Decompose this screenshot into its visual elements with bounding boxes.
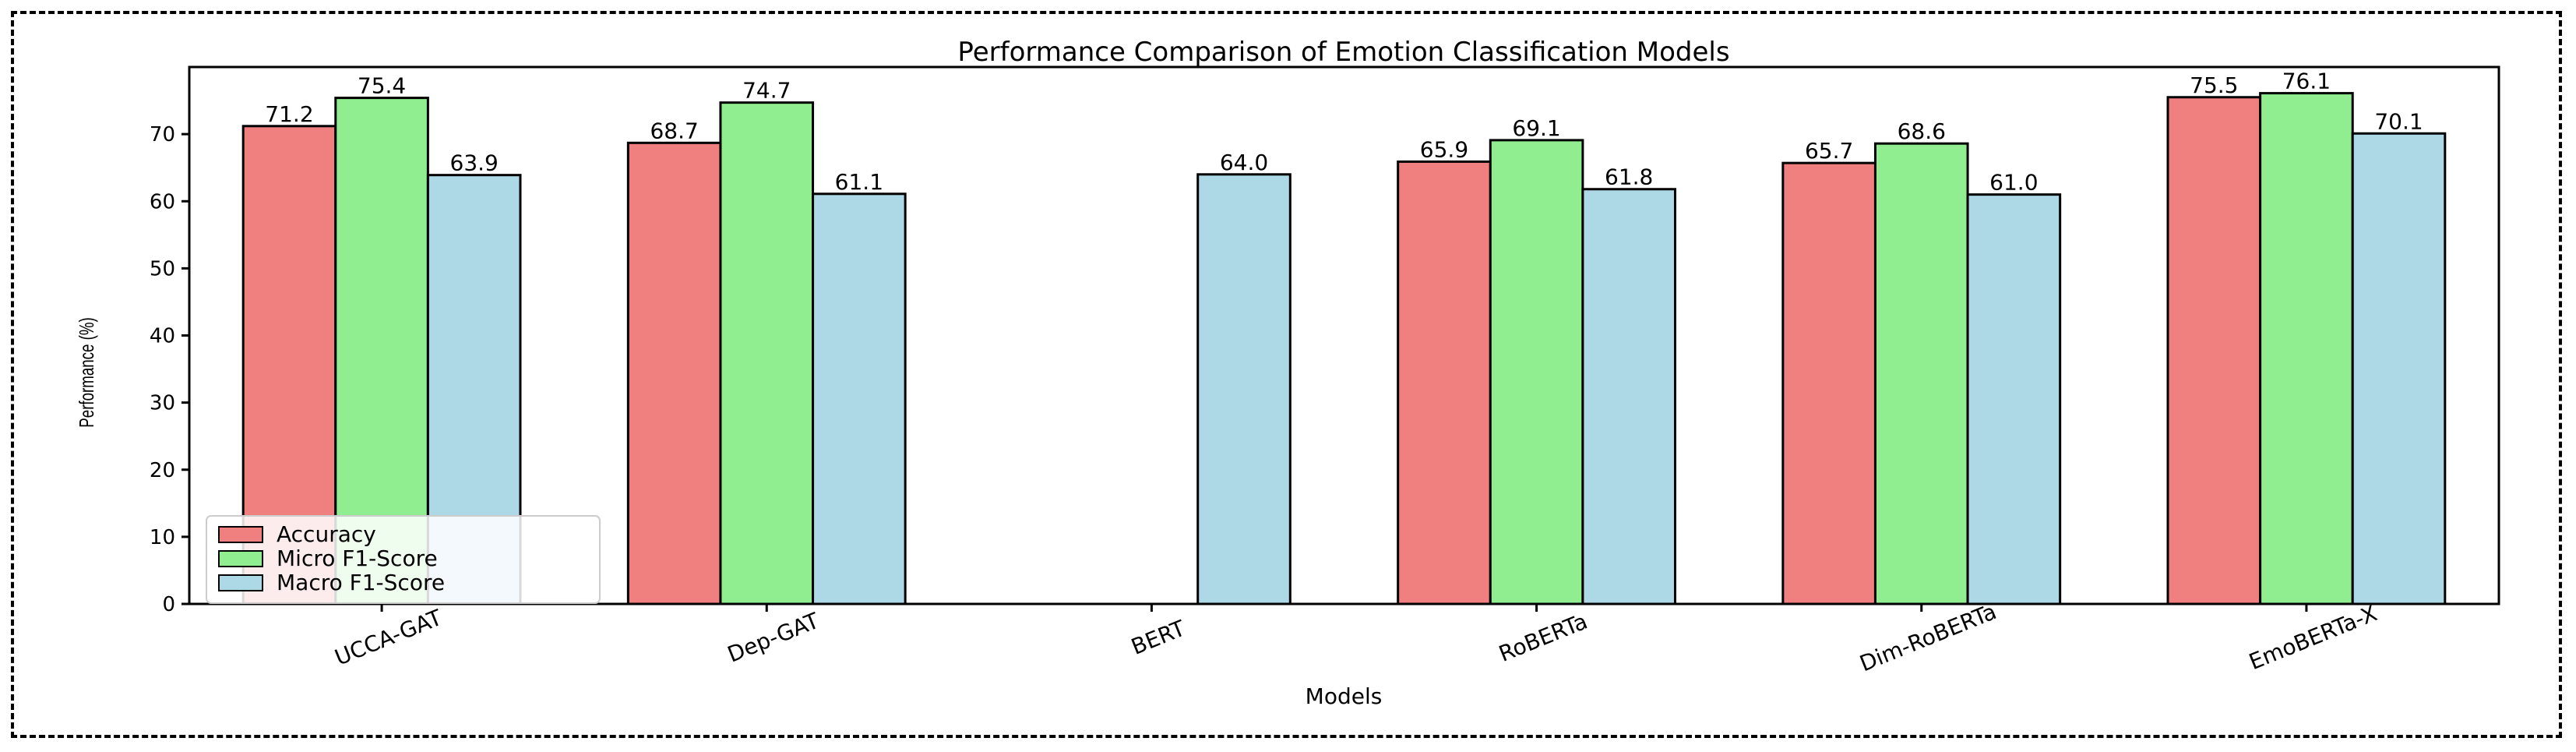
data-label: 75.4 [358,73,406,99]
legend-entry: Macro F1-Score [277,570,445,595]
legend-box [206,515,601,604]
y-tick-label: 50 [150,257,175,281]
y-axis-label: Performance (%) [75,317,98,427]
bar [1581,188,1676,605]
bar [812,192,907,605]
legend-entry: Accuracy [277,521,376,547]
plot-area [188,65,2500,605]
x-tick-label: EmoBERTa-X [2246,600,2381,675]
legend-swatch [218,550,263,567]
y-tick-label: 40 [150,325,175,348]
legend-swatch [218,574,263,591]
data-label: 75.5 [2190,72,2238,98]
bar [1397,160,1492,605]
y-tick-label: 30 [150,392,175,415]
bar [2166,96,2262,605]
x-tick-label: UCCA-GAT [331,604,446,670]
x-tick-label: Dim-RoBERTa [1856,598,2000,676]
legend-entry: Micro F1-Score [277,545,438,571]
data-label: 70.1 [2374,108,2423,134]
bar [1873,142,1969,605]
y-tick-label: 70 [150,123,175,147]
data-label: 68.6 [1898,118,1946,144]
bar [1196,173,1292,605]
bar [626,141,722,605]
data-label: 76.1 [2282,69,2331,94]
data-label: 61.1 [835,169,883,195]
y-tick-label: 10 [150,526,175,549]
data-label: 71.2 [265,101,313,127]
y-tick-label: 20 [150,459,175,482]
chart-title: Performance Comparison of Emotion Classi… [957,37,1729,68]
x-tick-label: Dep-GAT [724,607,823,667]
data-label: 61.0 [1989,170,2038,196]
data-label: 74.7 [742,78,791,104]
bar [1489,139,1584,605]
bar [2351,132,2447,605]
bar [2259,92,2354,605]
y-tick-label: 0 [162,593,175,616]
legend-swatch [218,526,263,543]
x-tick-label: BERT [1128,615,1189,660]
data-label: 64.0 [1220,150,1268,175]
data-label: 61.8 [1605,164,1653,190]
data-label: 65.9 [1420,136,1468,162]
figure-frame [11,11,2562,738]
x-axis-label: Models [1306,683,1383,709]
data-label: 68.7 [650,118,698,143]
data-label: 63.9 [450,150,499,176]
data-label: 65.7 [1805,138,1853,164]
bar [719,101,815,605]
data-label: 69.1 [1512,115,1560,141]
bar [1966,193,2062,605]
y-tick-label: 60 [150,190,175,214]
bar [1781,161,1876,605]
x-tick-label: RoBERTa [1496,609,1591,667]
